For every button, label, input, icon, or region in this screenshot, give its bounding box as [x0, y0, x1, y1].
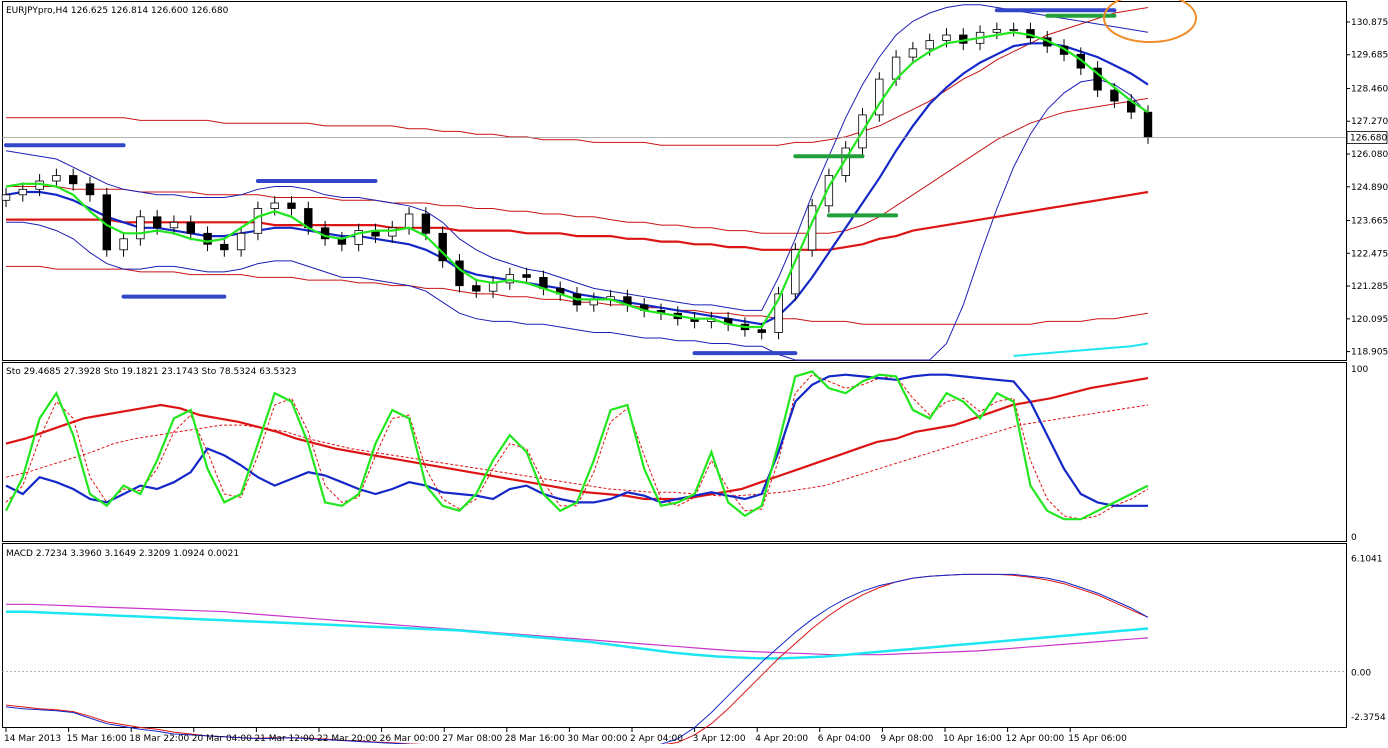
price-tick-label: 126.080 — [1351, 150, 1388, 160]
candle-body — [253, 208, 263, 234]
macd-magenta-line — [6, 603, 1149, 656]
candle-body — [270, 202, 279, 209]
main-header: EURJPYpro,H4 126.625 126.814 126.600 126… — [6, 6, 229, 16]
candle-body — [438, 232, 447, 262]
ma-slow-line — [6, 190, 1149, 251]
cyan-trend-line — [1013, 342, 1149, 357]
price-tick-label: 121.285 — [1351, 282, 1388, 292]
candle-body — [488, 282, 498, 292]
time-tick-label: 6 Apr 04:00 — [818, 734, 871, 744]
candle-body — [388, 227, 397, 237]
macd-panel-frame — [2, 543, 1347, 728]
main-price-layer — [1, 4, 1346, 361]
candle-body — [69, 175, 78, 185]
candle-body — [774, 293, 783, 333]
price-tick-label: 127.270 — [1351, 117, 1388, 127]
main-panel-frame — [2, 1, 1347, 361]
candle-body — [1093, 67, 1102, 91]
time-tick-label: 21 Mar 12:00 — [254, 734, 314, 744]
time-tick-label: 30 Mar 00:00 — [567, 734, 627, 744]
candle-body — [404, 213, 414, 229]
candle-body — [757, 329, 766, 333]
axis-layer: 130.875 129.685 128.460 127.270 126.080 124.8… — [4, 18, 1388, 744]
envelope-upper-line — [6, 7, 1149, 146]
candle-body — [1, 194, 11, 201]
sto-slow-line — [5, 377, 1149, 501]
candle-body — [925, 40, 934, 50]
sto-tick-label: 0 — [1351, 533, 1357, 543]
time-tick-label: 22 Mar 20:00 — [317, 734, 377, 744]
candle-body — [220, 243, 229, 251]
macd-tick-label: 0.00 — [1351, 668, 1371, 678]
ma-fast-line — [5, 31, 1149, 329]
candle-body — [807, 205, 817, 251]
candle-body — [287, 202, 296, 209]
time-tick-label: 12 Apr 00:00 — [1006, 734, 1065, 744]
candle-body — [236, 232, 246, 251]
candle-body — [841, 147, 850, 176]
candle-body — [136, 216, 145, 240]
stochastic-header: Sto 29.4685 27.3928 Sto 19.1821 23.1743 … — [6, 367, 296, 377]
stochastic-panel-frame — [2, 362, 1347, 542]
macd-tick-label: 6.1041 — [1351, 555, 1383, 565]
time-tick-label: 4 Apr 20:00 — [755, 734, 808, 744]
candle-body — [85, 183, 95, 196]
price-tick-label: 122.475 — [1351, 249, 1388, 259]
candle-body — [169, 221, 179, 229]
candle-body — [18, 188, 27, 196]
candle-body — [152, 216, 162, 229]
time-tick-label: 15 Mar 16:00 — [67, 734, 127, 744]
candle-body — [522, 274, 531, 278]
time-tick-label: 18 Mar 22:00 — [129, 734, 189, 744]
time-tick-label: 26 Mar 00:00 — [380, 734, 440, 744]
price-tick-label: 128.460 — [1351, 84, 1388, 94]
macd-cyan-line — [6, 610, 1149, 660]
time-tick-label: 3 Apr 12:00 — [693, 734, 746, 744]
candle-body — [119, 238, 128, 251]
candle-body — [203, 232, 212, 245]
price-tick-label: 124.890 — [1351, 183, 1388, 193]
sto-tick-label: 100 — [1351, 365, 1368, 375]
price-tick-label: 123.665 — [1351, 217, 1388, 227]
current-price-box — [1346, 131, 1388, 144]
time-tick-label: 14 Mar 2013 — [4, 734, 61, 744]
candle-body — [1110, 89, 1119, 102]
candle-body — [824, 175, 834, 207]
price-tick-label: 118.905 — [1351, 348, 1388, 358]
time-tick-label: 2 Apr 04:00 — [630, 734, 683, 744]
time-tick-label: 28 Mar 16:00 — [505, 734, 565, 744]
macd-header: MACD 2.7234 3.3960 3.1649 2.3209 1.0924 … — [6, 549, 239, 559]
candle-body — [186, 221, 195, 234]
candle-body — [908, 48, 918, 58]
candle-body — [505, 274, 514, 284]
macd-tick-label: -2.3754 — [1351, 713, 1386, 723]
candle-body — [942, 34, 951, 41]
envelope-mid-line — [6, 97, 1149, 234]
candle-body — [421, 213, 431, 234]
time-tick-label: 10 Apr 16:00 — [943, 734, 1002, 744]
price-tick-label: 130.875 — [1351, 18, 1388, 28]
stochastic-layer — [5, 370, 1149, 521]
candle-body — [354, 230, 363, 245]
candle-body — [472, 285, 481, 292]
candle-body — [52, 175, 61, 182]
candle-body — [992, 29, 1002, 33]
price-tick-label: 129.685 — [1351, 51, 1388, 61]
band-upper-line — [5, 4, 1149, 311]
price-tick-label: 120.095 — [1351, 315, 1388, 325]
time-tick-label: 15 Apr 06:00 — [1068, 734, 1127, 744]
time-tick-label: 27 Mar 08:00 — [442, 734, 502, 744]
candle-body — [1143, 111, 1153, 138]
candle-body — [455, 260, 464, 287]
time-tick-label: 20 Mar 04:00 — [192, 734, 252, 744]
candle-body — [1009, 29, 1018, 31]
time-tick-label: 9 Apr 08:00 — [880, 734, 933, 744]
current-price-label: 126.680 — [1350, 133, 1387, 143]
macd-layer — [2, 573, 1346, 747]
band-lower-line — [6, 78, 1149, 361]
sto-fast-line — [5, 370, 1149, 521]
annotation-circle — [1103, 0, 1197, 43]
